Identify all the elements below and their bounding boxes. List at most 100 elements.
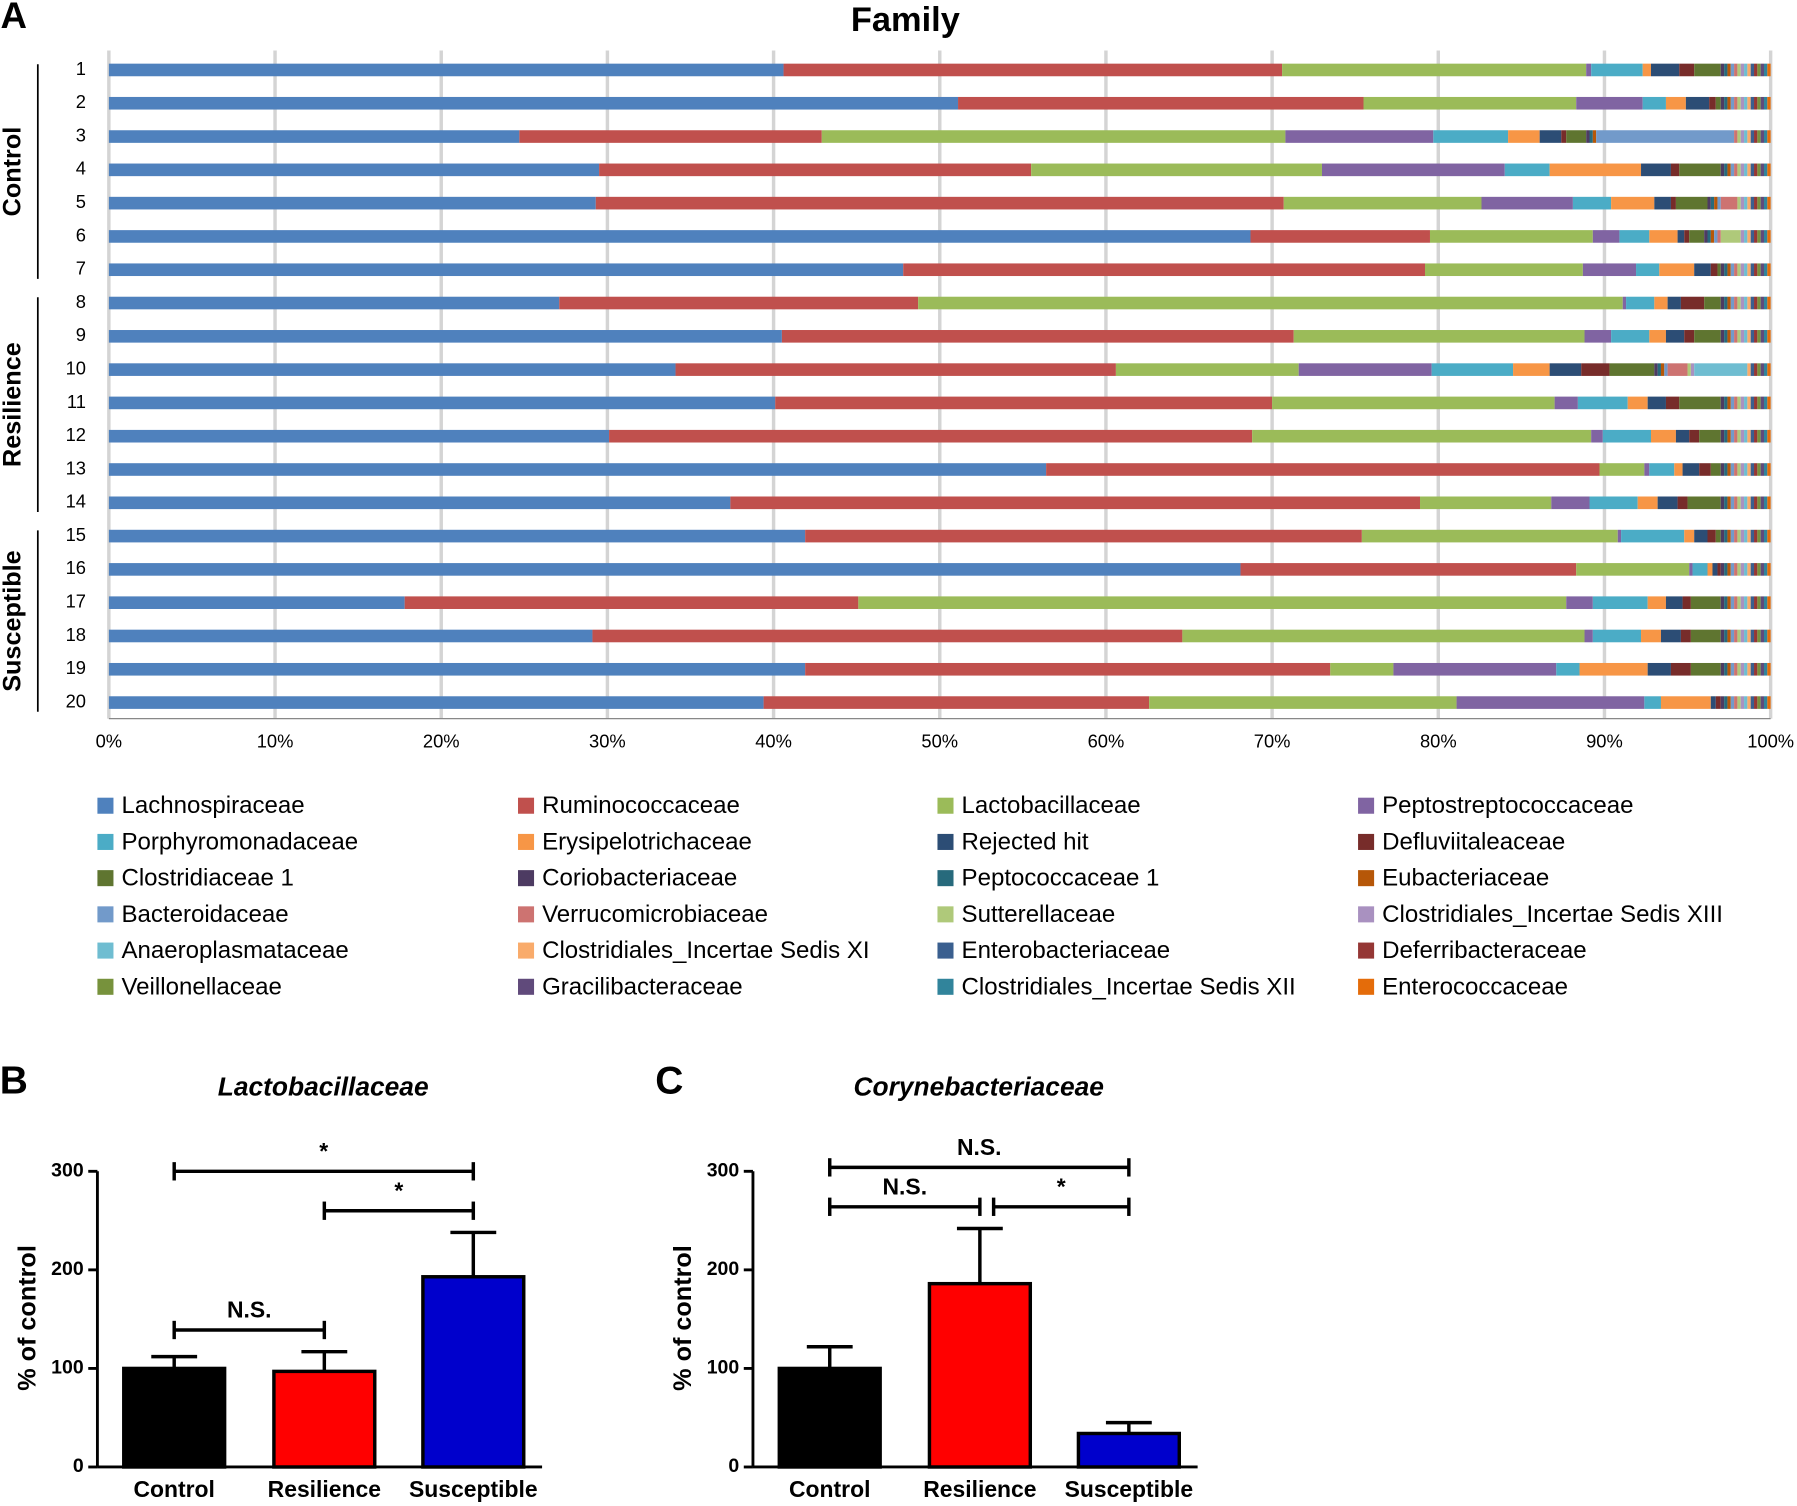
legend-swatch [518, 906, 535, 923]
bar-segment [1591, 63, 1643, 77]
legend-swatch [937, 870, 954, 887]
bar-segment [1675, 196, 1708, 210]
bar-segment [108, 63, 784, 77]
bar-segment [1684, 330, 1695, 343]
bar-segment [1665, 596, 1683, 609]
bar-segment [1734, 596, 1738, 609]
bar-segment [108, 196, 596, 210]
bar-segment [775, 396, 1273, 410]
bar-segment [1283, 196, 1482, 210]
bar-segment [1760, 96, 1764, 110]
row-label: 4 [76, 158, 86, 179]
bar-segment [1763, 196, 1768, 210]
bar-segment [1744, 496, 1748, 510]
legend-swatch [97, 978, 114, 995]
bar-segment [1654, 363, 1658, 376]
bar-segment [918, 296, 1623, 310]
bar-segment [1456, 696, 1645, 709]
bar-segment [1720, 463, 1725, 476]
legend-swatch [1358, 870, 1375, 887]
bar-segment [1767, 496, 1771, 510]
bar-segment [1757, 330, 1761, 343]
bar-segment [1046, 463, 1600, 476]
bar-segment [1727, 396, 1731, 410]
legend-label: Enterobacteriaceae [962, 937, 1171, 964]
bar-segment [108, 130, 520, 143]
bar-segment [1750, 563, 1755, 576]
bar-segment [1664, 363, 1668, 376]
row-label: 11 [67, 391, 86, 412]
bar-segment [1763, 330, 1768, 343]
bar-segment [1740, 662, 1745, 676]
bar-segment [1720, 263, 1725, 277]
bar-segment [1393, 662, 1557, 676]
bar-segment [1754, 196, 1758, 210]
bar-segment [1576, 563, 1690, 576]
bar-segment [1734, 529, 1738, 543]
bar-segment [108, 529, 806, 543]
bar-segment [1724, 696, 1728, 709]
bar-segment [1720, 396, 1725, 410]
bar-segment [1684, 230, 1690, 243]
bar-segment [1767, 63, 1771, 77]
bar-segment [1657, 496, 1678, 510]
bar-segment [599, 163, 1032, 177]
panel-letter: A [1, 0, 27, 36]
x-tick-label: 30% [589, 731, 626, 752]
legend-label: Peptococcaceae 1 [962, 865, 1160, 892]
bar-segment [108, 363, 676, 376]
bar-segment [1572, 196, 1612, 210]
bar-segment [1694, 63, 1721, 77]
x-tick-label: 90% [1586, 731, 1623, 752]
bar-segment [1619, 230, 1650, 243]
bar-segment [1699, 429, 1721, 443]
bar-segment [108, 696, 764, 709]
bar-segment [1592, 629, 1642, 643]
bar-segment [1602, 429, 1651, 443]
bar-segment [1724, 563, 1728, 576]
bar-segment [1429, 230, 1593, 243]
bar-segment [1747, 662, 1751, 676]
bar-segment [1750, 529, 1755, 543]
legend-swatch [97, 797, 114, 814]
bar-segment [1760, 63, 1764, 77]
bar-segment [1730, 596, 1735, 609]
bar-segment [1699, 463, 1711, 476]
legend-label: Erysipelotrichaceae [542, 828, 752, 855]
bar-segment [1760, 596, 1764, 609]
bar-segment [1750, 330, 1755, 343]
bar [272, 1369, 377, 1469]
bar-segment [1734, 563, 1738, 576]
bar-segment [1724, 596, 1728, 609]
bar-segment [1727, 263, 1731, 277]
bar-segment [1031, 163, 1322, 177]
bar-segment [1747, 363, 1751, 376]
bar-segment [1744, 629, 1748, 643]
legend-swatch [937, 797, 954, 814]
bar-segment [1734, 696, 1738, 709]
bar-segment [1734, 96, 1738, 110]
bar-segment [1649, 230, 1678, 243]
bar-segment [1712, 563, 1718, 576]
bar-segment [1684, 529, 1695, 543]
bar-segment [1740, 463, 1745, 476]
bar-segment [1730, 263, 1735, 277]
bar-segment [1682, 463, 1700, 476]
bar-segment [1636, 263, 1660, 277]
bar-segment [1641, 163, 1671, 177]
bar-segment [1720, 63, 1725, 77]
row-label: 15 [66, 524, 86, 545]
bar-segment [1747, 429, 1751, 443]
bar-segment [1737, 596, 1741, 609]
bar-segment [1750, 196, 1755, 210]
legend-swatch [1358, 797, 1375, 814]
legend-swatch [518, 942, 535, 959]
bar-segment [1682, 596, 1691, 609]
bar-segment [1760, 529, 1764, 543]
bar-segment [1724, 496, 1728, 510]
bar-segment [1592, 230, 1620, 243]
bar-segment [1727, 296, 1731, 310]
bar-segment [1740, 330, 1745, 343]
bar-segment [1730, 296, 1735, 310]
bar-segment [1647, 396, 1666, 410]
